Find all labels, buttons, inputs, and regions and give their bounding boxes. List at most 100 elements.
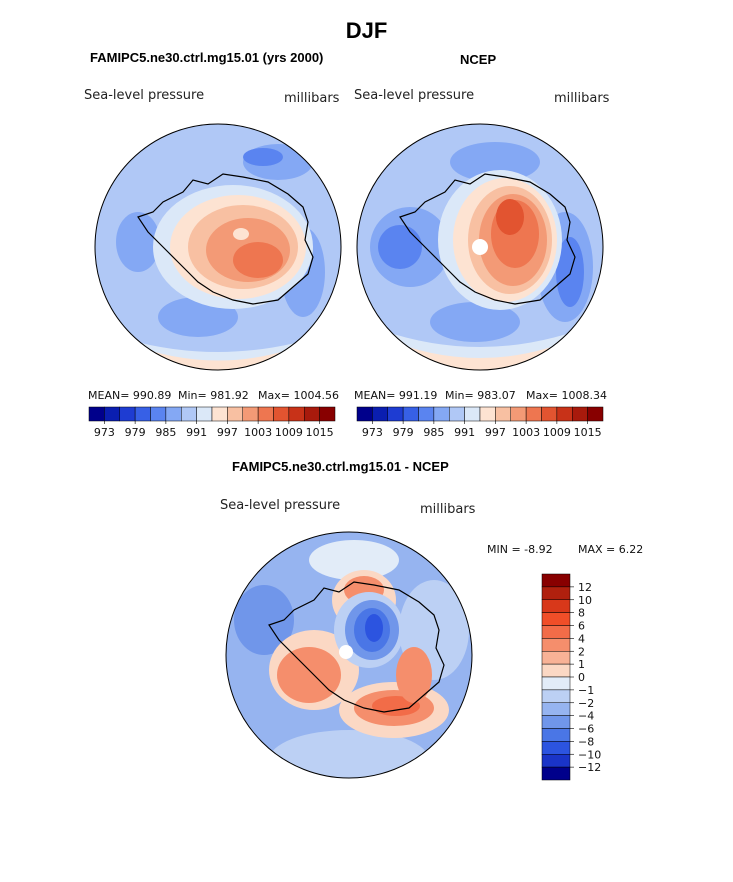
colorbar-tick-label: 991 — [186, 426, 207, 439]
panel3-neg-west — [234, 585, 294, 655]
colorbar-swatch — [556, 406, 573, 422]
panel1-local-min — [233, 228, 249, 240]
panel2-low-north — [450, 142, 540, 182]
panel2-title: NCEP — [460, 52, 497, 67]
panel2-mean: MEAN= 991.19 — [354, 389, 438, 402]
colorbar-swatch — [464, 406, 481, 422]
panel3-coastline — [268, 581, 445, 713]
colorbar-swatch — [541, 676, 571, 691]
colorbar-tick-label: 6 — [578, 620, 585, 633]
colorbar-tick-label: 1009 — [275, 426, 303, 439]
colorbar-tick-label: 979 — [393, 426, 414, 439]
colorbar-swatch — [541, 586, 571, 600]
colorbar-swatch — [541, 406, 558, 422]
colorbar-swatch — [541, 741, 571, 755]
colorbar-tick-label: 0 — [578, 671, 585, 684]
panel3-min: MIN = -8.92 — [487, 543, 553, 556]
colorbar-swatch — [119, 406, 136, 422]
panel3-neg-south-light — [269, 730, 429, 778]
panel1-max: Max= 1004.56 — [258, 389, 339, 402]
colorbar-swatch — [304, 406, 320, 422]
colorbar-tick-label: −10 — [578, 748, 601, 761]
colorbar-swatch — [150, 406, 167, 422]
colorbar-tick-label: −12 — [578, 761, 601, 774]
colorbar-tick-label: −4 — [578, 710, 594, 723]
colorbar-tick-label: 1009 — [543, 426, 571, 439]
colorbar-tick-label: 991 — [454, 426, 475, 439]
panel2-polar-map — [356, 123, 604, 371]
panel2-map-border — [356, 123, 604, 371]
panel2-pole-mask — [472, 239, 488, 255]
colorbar-tick-label: 1003 — [244, 426, 272, 439]
colorbar-swatch — [356, 406, 373, 422]
colorbar-swatch — [288, 406, 305, 422]
colorbar-swatch — [541, 651, 571, 665]
colorbar-swatch — [433, 406, 450, 422]
panel3-variable-label: Sea-level pressure — [220, 498, 341, 513]
colorbar-tick-label: 973 — [94, 426, 115, 439]
panel3-pole-mask — [339, 645, 353, 659]
panel2-colorbar: 973 979 985 991 997 1003 1009 1015 — [356, 406, 604, 439]
panel1-mean: MEAN= 990.89 — [88, 389, 172, 402]
colorbar-swatch — [181, 406, 197, 422]
panel1-low-north-core — [243, 148, 283, 166]
colorbar-tick-label: 1003 — [512, 426, 540, 439]
colorbar-swatch — [495, 406, 511, 422]
colorbar-swatch — [319, 406, 336, 422]
colorbar-swatch — [273, 406, 290, 422]
panel3-max: MAX = 6.22 — [578, 543, 644, 556]
panel3-polar-map — [225, 531, 473, 779]
colorbar-swatch — [257, 406, 274, 422]
panel1-low-west — [116, 212, 160, 272]
panel1-polar-map — [94, 123, 342, 371]
colorbar-tick-label: −6 — [578, 723, 594, 736]
panel3-zero-north — [309, 540, 399, 580]
panel3-title: FAMIPC5.ne30.ctrl.mg15.01 - NCEP — [232, 459, 449, 474]
colorbar-swatch — [541, 625, 571, 639]
colorbar-swatch — [541, 638, 571, 652]
colorbar-swatch — [541, 612, 571, 626]
colorbar-swatch — [104, 406, 120, 422]
colorbar-tick-label: 985 — [155, 426, 176, 439]
colorbar-swatch — [541, 663, 571, 678]
colorbar-swatch — [418, 406, 435, 422]
colorbar-swatch — [227, 406, 243, 422]
colorbar-swatch — [372, 406, 388, 422]
colorbar-swatch — [525, 406, 542, 422]
panel1-units-label: millibars — [284, 91, 340, 106]
colorbar-tick-label: 12 — [578, 581, 592, 594]
panel1-contour-1006 — [233, 242, 283, 278]
colorbar-tick-label: −1 — [578, 684, 594, 697]
colorbar-tick-label: 2 — [578, 645, 585, 658]
colorbar-swatch — [587, 406, 604, 422]
panel2-min: Min= 983.07 — [445, 389, 516, 402]
colorbar-tick-label: 10 — [578, 594, 592, 607]
panel2-variable-label: Sea-level pressure — [354, 88, 475, 103]
panel2-low-west-core — [378, 225, 422, 269]
colorbar-swatch — [541, 728, 571, 742]
panel2-coastline — [399, 173, 576, 305]
colorbar-tick-label: 1 — [578, 658, 585, 671]
panel1-coastline — [137, 173, 314, 305]
panel3-map-border — [225, 531, 473, 779]
colorbar-tick-label: −8 — [578, 735, 594, 748]
colorbar-swatch — [541, 573, 571, 588]
colorbar-swatch — [541, 766, 571, 781]
colorbar-tick-label: 4 — [578, 632, 585, 645]
colorbar-swatch — [541, 702, 571, 716]
colorbar-swatch — [402, 406, 419, 422]
panel3-pos-west — [277, 647, 341, 703]
colorbar-swatch — [165, 406, 182, 422]
colorbar-tick-label: 8 — [578, 607, 585, 620]
colorbar-tick-label: 997 — [217, 426, 238, 439]
colorbar-swatch — [510, 406, 527, 422]
panel2-low-south — [430, 302, 520, 342]
panel3-neg-center-core — [365, 614, 383, 642]
colorbar-swatch — [242, 406, 259, 422]
colorbar-tick-label: −2 — [578, 697, 594, 710]
panel1-map-border — [94, 123, 342, 371]
panel2-units-label: millibars — [554, 91, 610, 106]
panel3-pos-east — [396, 647, 432, 703]
colorbar-swatch — [134, 406, 151, 422]
